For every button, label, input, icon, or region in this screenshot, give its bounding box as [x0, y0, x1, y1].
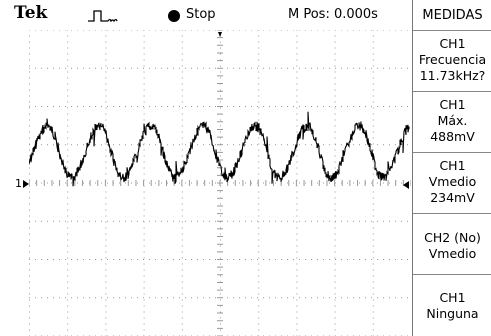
- measurement-5-source: CH1: [439, 290, 466, 305]
- menu-divider: [413, 213, 491, 214]
- measurement-4-button[interactable]: CH2 (No) Vmedio: [413, 230, 491, 262]
- status-bar: Tek Stop M Pos: 0.000s: [0, 0, 491, 30]
- measurement-2-value: 488mV: [430, 129, 475, 144]
- ch1-ground-marker-icon: [23, 180, 29, 188]
- measurement-1-button[interactable]: CH1 Frecuencia 11.73kHz?: [413, 36, 491, 84]
- brand-logo: Tek: [14, 3, 48, 23]
- measurement-3-source: CH1: [439, 158, 466, 173]
- menu-title: MEDIDAS: [422, 8, 483, 23]
- ch1-trace: [29, 111, 410, 187]
- measurement-2-source: CH1: [439, 97, 466, 112]
- trigger-position-marker: [218, 32, 222, 37]
- trigger-level-marker: [403, 181, 409, 189]
- measurement-3-type: Vmedio: [428, 174, 477, 189]
- menu-divider: [413, 91, 491, 92]
- pulse-trigger-icon: [88, 10, 118, 23]
- run-state-label: Stop: [186, 7, 216, 22]
- waveform-display: [29, 30, 411, 336]
- menu-divider: [413, 30, 491, 31]
- ch1-ground-marker-label: 1: [15, 177, 22, 190]
- measure-menu: MEDIDAS CH1 Frecuencia 11.73kHz? CH1 Máx…: [412, 0, 491, 336]
- graticule: [29, 30, 411, 336]
- measurement-1-source: CH1: [439, 36, 466, 51]
- measurement-2-type: Máx.: [437, 113, 468, 128]
- measurement-1-value: 11.73kHz?: [419, 68, 486, 83]
- menu-divider: [413, 152, 491, 153]
- menu-divider: [413, 274, 491, 275]
- measurement-3-button[interactable]: CH1 Vmedio 234mV: [413, 158, 491, 206]
- measurement-5-type: Ninguna: [426, 306, 479, 321]
- measurement-4-type: Vmedio: [428, 246, 477, 261]
- measurement-5-button[interactable]: CH1 Ninguna: [413, 290, 491, 322]
- measurement-4-source: CH2 (No): [424, 230, 481, 245]
- measurement-1-type: Frecuencia: [418, 52, 487, 67]
- run-state-icon: [168, 10, 180, 22]
- measurement-2-button[interactable]: CH1 Máx. 488mV: [413, 97, 491, 145]
- measurement-3-value: 234mV: [430, 190, 475, 205]
- horizontal-position-readout: M Pos: 0.000s: [288, 7, 378, 22]
- graticule-lines: [29, 30, 411, 336]
